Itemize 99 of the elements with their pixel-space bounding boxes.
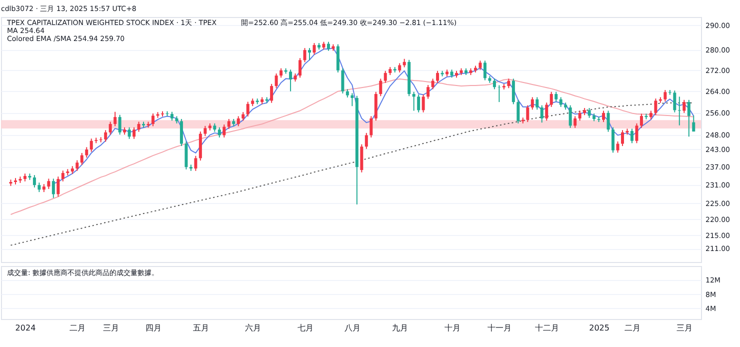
candlestick — [664, 90, 667, 102]
candlestick — [588, 108, 591, 118]
x-tick-label: 七月 — [297, 324, 314, 332]
candlestick — [498, 84, 501, 103]
candlestick — [620, 130, 624, 147]
candlestick — [436, 70, 440, 84]
candlestick — [180, 118, 183, 147]
candlestick — [536, 96, 539, 110]
candlestick — [312, 42, 316, 56]
candlestick — [559, 96, 562, 108]
x-tick-label: 三月 — [102, 324, 119, 332]
candlestick — [114, 111, 117, 127]
x-tick-label: 十二月 — [535, 324, 560, 332]
candlestick — [379, 78, 382, 97]
candlestick — [398, 62, 402, 73]
candlestick — [616, 140, 620, 154]
candlestick — [692, 115, 696, 132]
candlestick — [246, 101, 250, 117]
x-tick-label: 八月 — [344, 324, 361, 332]
candlestick — [640, 113, 643, 128]
candlestick — [545, 102, 548, 122]
x-tick-label: 九月 — [392, 324, 408, 332]
candlestick — [550, 91, 553, 108]
candlestick — [52, 178, 55, 198]
candlestick — [80, 152, 84, 166]
candlestick — [578, 110, 582, 122]
candlestick — [516, 99, 520, 124]
candlestick — [654, 98, 658, 116]
candlestick — [108, 121, 112, 136]
candlestick — [308, 48, 312, 61]
candlestick — [222, 124, 226, 138]
candlestick — [118, 114, 122, 136]
x-tick-label: 五月 — [192, 324, 209, 332]
candlestick — [236, 116, 240, 127]
candlestick — [47, 178, 50, 190]
candlestick — [682, 99, 686, 114]
candlestick — [574, 116, 577, 128]
candlestick — [32, 174, 36, 188]
x-tick-label: 十月 — [444, 324, 460, 332]
candlestick — [554, 91, 558, 102]
x-tick-label: 六月 — [245, 324, 262, 332]
x-tick-label: 二月 — [70, 324, 86, 332]
candlestick — [630, 128, 634, 144]
candlestick — [422, 94, 425, 113]
candlestick — [56, 176, 60, 198]
candlestick — [303, 48, 306, 63]
candlestick — [644, 113, 648, 120]
candlestick — [687, 99, 690, 138]
candlestick — [270, 83, 274, 104]
candlestick — [204, 125, 207, 137]
candlestick — [602, 110, 606, 123]
candlestick — [526, 104, 530, 123]
candlestick — [431, 78, 434, 90]
candlestick — [274, 72, 278, 89]
candlestick — [298, 58, 302, 78]
x-tick-label: 三月 — [676, 324, 693, 332]
candlestick — [673, 90, 676, 113]
candlestick — [512, 78, 515, 105]
candlestick — [507, 78, 510, 89]
candlestick — [370, 116, 373, 138]
candlestick — [540, 104, 544, 124]
candlestick — [384, 70, 387, 84]
candlestick — [606, 110, 610, 132]
candlestick — [85, 146, 88, 158]
candlestick — [492, 78, 496, 90]
candlestick — [530, 96, 534, 110]
candlestick — [194, 155, 198, 172]
candlestick — [426, 84, 430, 100]
candlestick — [412, 91, 416, 112]
candlestick — [280, 68, 283, 78]
x-tick-label: 2024 — [15, 324, 36, 332]
candlestick — [227, 118, 230, 130]
x-tick-label: 二月 — [624, 324, 640, 332]
candlestick — [417, 94, 420, 113]
candlestick — [90, 138, 93, 152]
candlestick — [218, 126, 221, 138]
candlestick — [38, 182, 41, 193]
candlestick — [478, 60, 482, 70]
candlestick — [104, 130, 108, 142]
candlestick — [635, 122, 638, 144]
candlestick — [364, 132, 368, 150]
candlestick — [350, 92, 354, 107]
candlestick — [137, 121, 140, 132]
candlestick — [483, 60, 486, 81]
candlestick — [668, 90, 672, 96]
candlestick — [612, 126, 615, 154]
candlestick — [128, 126, 131, 140]
candlestick — [152, 112, 155, 127]
candlestick — [360, 144, 364, 173]
candlestick — [341, 68, 344, 94]
candlestick — [61, 170, 64, 182]
x-tick-label: 十一月 — [488, 324, 512, 332]
candlestick — [76, 160, 79, 172]
candlestick — [132, 126, 136, 140]
candlestick — [568, 104, 572, 128]
x-tick-label: 2025 — [589, 324, 610, 332]
candlestick — [289, 69, 292, 92]
x-tick-label: 四月 — [146, 324, 162, 332]
candlestick — [184, 140, 188, 170]
